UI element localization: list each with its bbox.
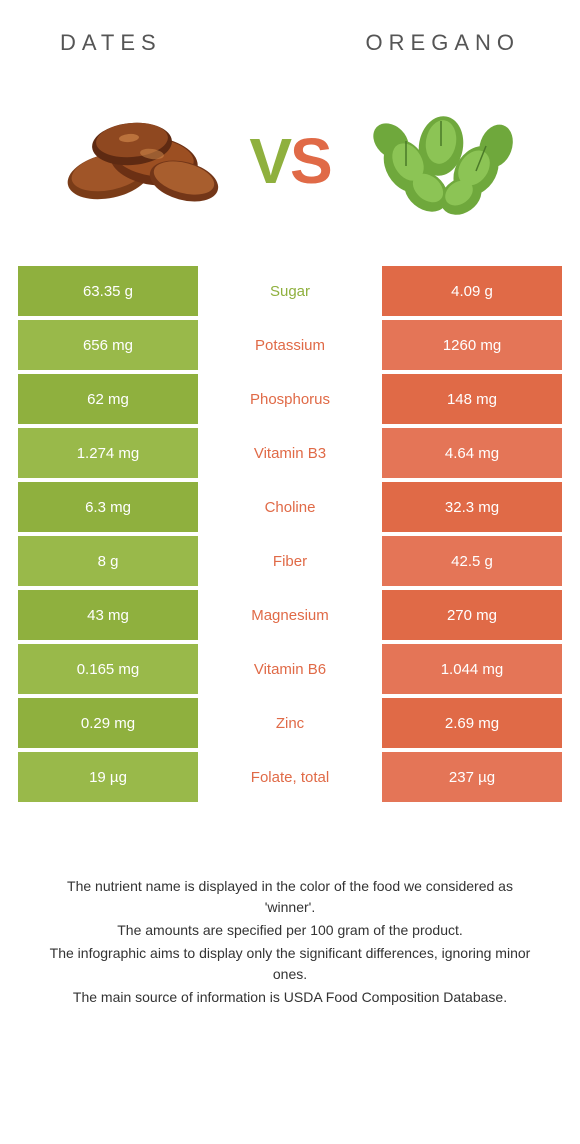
value-right: 4.64 mg xyxy=(382,428,562,478)
nutrient-label: Vitamin B3 xyxy=(198,428,382,478)
table-row: 63.35 gSugar4.09 g xyxy=(18,266,562,316)
value-right: 1260 mg xyxy=(382,320,562,370)
vs-v: V xyxy=(249,125,290,197)
value-right: 2.69 mg xyxy=(382,698,562,748)
nutrient-label: Vitamin B6 xyxy=(198,644,382,694)
nutrient-label: Potassium xyxy=(198,320,382,370)
footer-notes: The nutrient name is displayed in the co… xyxy=(0,806,580,1008)
value-right: 148 mg xyxy=(382,374,562,424)
title-left: Dates xyxy=(60,30,162,56)
table-row: 0.165 mgVitamin B61.044 mg xyxy=(18,644,562,694)
table-row: 8 gFiber42.5 g xyxy=(18,536,562,586)
table-row: 62 mgPhosphorus148 mg xyxy=(18,374,562,424)
comparison-table: 63.35 gSugar4.09 g656 mgPotassium1260 mg… xyxy=(0,266,580,802)
footer-line: The infographic aims to display only the… xyxy=(40,943,540,985)
header: Dates Oregano xyxy=(0,0,580,76)
nutrient-label: Phosphorus xyxy=(198,374,382,424)
value-right: 237 µg xyxy=(382,752,562,802)
value-right: 1.044 mg xyxy=(382,644,562,694)
value-left: 43 mg xyxy=(18,590,198,640)
vs-label: VS xyxy=(249,124,330,198)
table-row: 1.274 mgVitamin B34.64 mg xyxy=(18,428,562,478)
value-left: 656 mg xyxy=(18,320,198,370)
table-row: 6.3 mgCholine32.3 mg xyxy=(18,482,562,532)
oregano-image xyxy=(356,96,526,226)
value-right: 32.3 mg xyxy=(382,482,562,532)
value-left: 1.274 mg xyxy=(18,428,198,478)
value-right: 42.5 g xyxy=(382,536,562,586)
value-right: 270 mg xyxy=(382,590,562,640)
value-right: 4.09 g xyxy=(382,266,562,316)
value-left: 19 µg xyxy=(18,752,198,802)
nutrient-label: Zinc xyxy=(198,698,382,748)
nutrient-label: Sugar xyxy=(198,266,382,316)
value-left: 62 mg xyxy=(18,374,198,424)
value-left: 6.3 mg xyxy=(18,482,198,532)
title-right: Oregano xyxy=(366,30,520,56)
nutrient-label: Folate, total xyxy=(198,752,382,802)
value-left: 0.29 mg xyxy=(18,698,198,748)
footer-line: The main source of information is USDA F… xyxy=(40,987,540,1008)
nutrient-label: Magnesium xyxy=(198,590,382,640)
table-row: 43 mgMagnesium270 mg xyxy=(18,590,562,640)
footer-line: The amounts are specified per 100 gram o… xyxy=(40,920,540,941)
vs-s: S xyxy=(290,125,331,197)
footer-line: The nutrient name is displayed in the co… xyxy=(40,876,540,918)
nutrient-label: Choline xyxy=(198,482,382,532)
nutrient-label: Fiber xyxy=(198,536,382,586)
dates-image xyxy=(54,96,224,226)
hero: VS xyxy=(0,76,580,266)
value-left: 0.165 mg xyxy=(18,644,198,694)
table-row: 19 µgFolate, total237 µg xyxy=(18,752,562,802)
table-row: 0.29 mgZinc2.69 mg xyxy=(18,698,562,748)
value-left: 8 g xyxy=(18,536,198,586)
table-row: 656 mgPotassium1260 mg xyxy=(18,320,562,370)
value-left: 63.35 g xyxy=(18,266,198,316)
